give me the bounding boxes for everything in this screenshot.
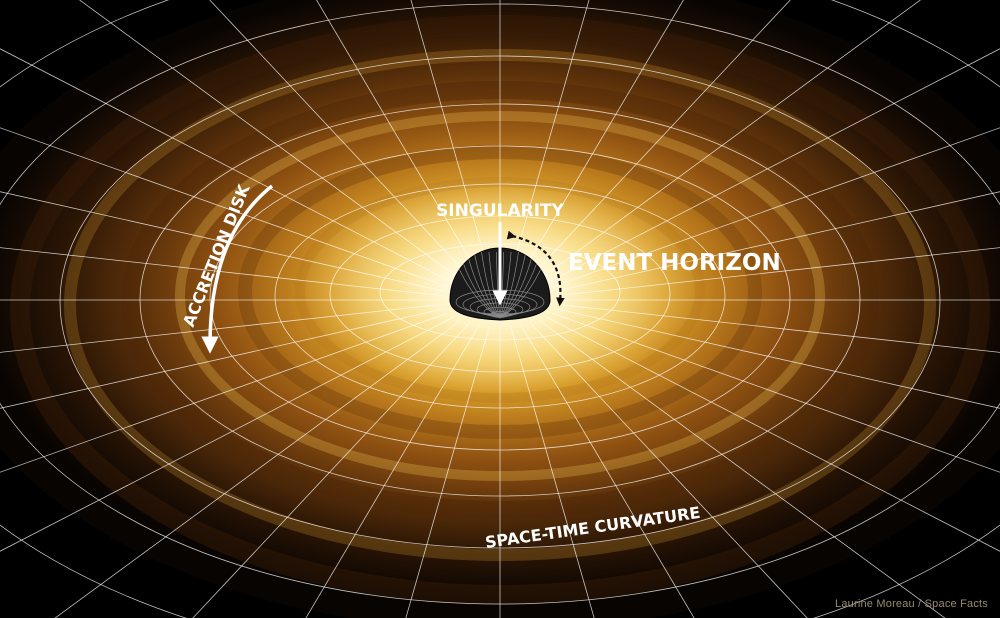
grid-spoke xyxy=(79,0,462,281)
funnel-line xyxy=(481,251,501,319)
grid-spoke xyxy=(510,325,595,618)
grid-spoke xyxy=(556,191,1000,292)
grid-spoke xyxy=(305,324,480,618)
grid-spoke xyxy=(556,308,1000,409)
grid-spoke xyxy=(0,48,455,284)
grid-spoke xyxy=(0,191,444,292)
funnel-line xyxy=(466,251,501,319)
grid-spoke xyxy=(410,0,490,275)
funnel-line xyxy=(473,251,501,319)
grid-spoke xyxy=(529,322,808,618)
grid-spoke xyxy=(545,316,1000,552)
grid-spoke xyxy=(0,247,441,296)
grid-spoke xyxy=(551,127,1000,288)
grid-spoke xyxy=(0,316,455,552)
grid-spoke xyxy=(538,0,921,281)
grid-spoke xyxy=(0,308,444,409)
grid-spoke xyxy=(405,325,490,618)
event-horizon-label: EVENT HORIZON xyxy=(568,250,781,276)
grid-spoke xyxy=(559,304,1000,353)
grid-spoke xyxy=(316,0,480,276)
grid-spoke xyxy=(529,0,791,278)
accretion-disk-arrow xyxy=(201,184,274,354)
grid-spoke xyxy=(0,127,449,288)
grid-spoke xyxy=(510,0,590,275)
grid-spoke xyxy=(0,304,441,353)
grid-spoke xyxy=(545,48,1000,284)
image-credit: Laurine Moreau / Space Facts xyxy=(835,598,988,610)
singularity-label: SINGULARITY xyxy=(436,201,565,221)
grid-spoke xyxy=(192,322,471,618)
grid-spoke xyxy=(54,319,462,618)
grid-spoke xyxy=(538,319,946,618)
grid-spoke xyxy=(559,247,1000,296)
grid-spoke xyxy=(520,0,684,276)
grid-spoke xyxy=(551,312,1000,473)
grid-spoke xyxy=(0,312,449,473)
grid-spoke xyxy=(209,0,471,278)
grid-spoke xyxy=(520,324,695,618)
event-horizon-arrow xyxy=(506,230,565,307)
